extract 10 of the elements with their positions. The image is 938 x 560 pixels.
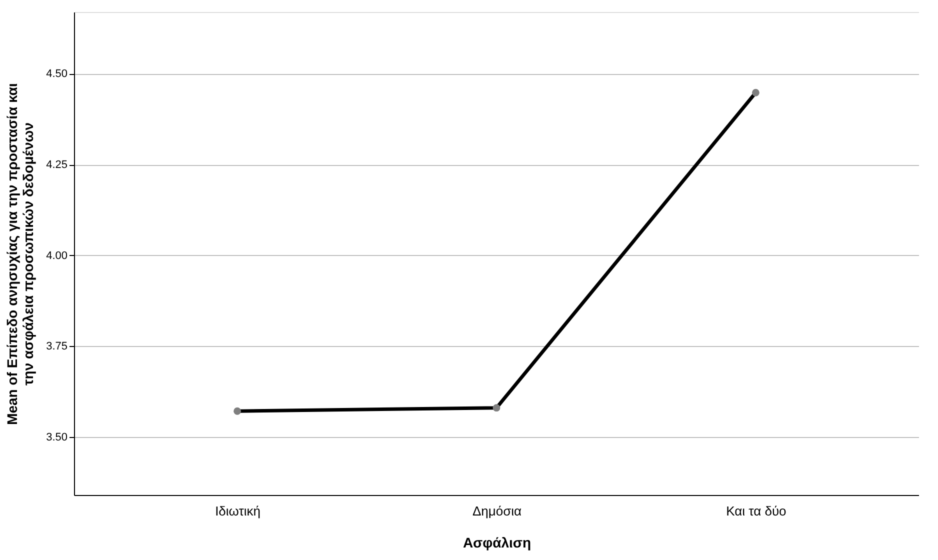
y-tick-label: 4.25 [46, 159, 68, 172]
y-tick-label: 3.50 [46, 431, 68, 444]
x-axis-title: Ασφάλιση [462, 534, 532, 550]
x-tick-label: Ιδιωτική [215, 504, 261, 518]
x-tick-label: Και τα δύο [726, 504, 786, 518]
y-tick-label: 4.50 [46, 68, 68, 80]
y-tick-label: 4.00 [46, 250, 68, 262]
x-tick-label: Δημόσια [472, 504, 522, 518]
y-tick-label: 3.75 [46, 340, 68, 353]
y-axis-title: Mean of Επίπεδο ανησυχίας για την προστασία και την ασφάλεια προσωπικών δεδομένων [4, 82, 36, 425]
